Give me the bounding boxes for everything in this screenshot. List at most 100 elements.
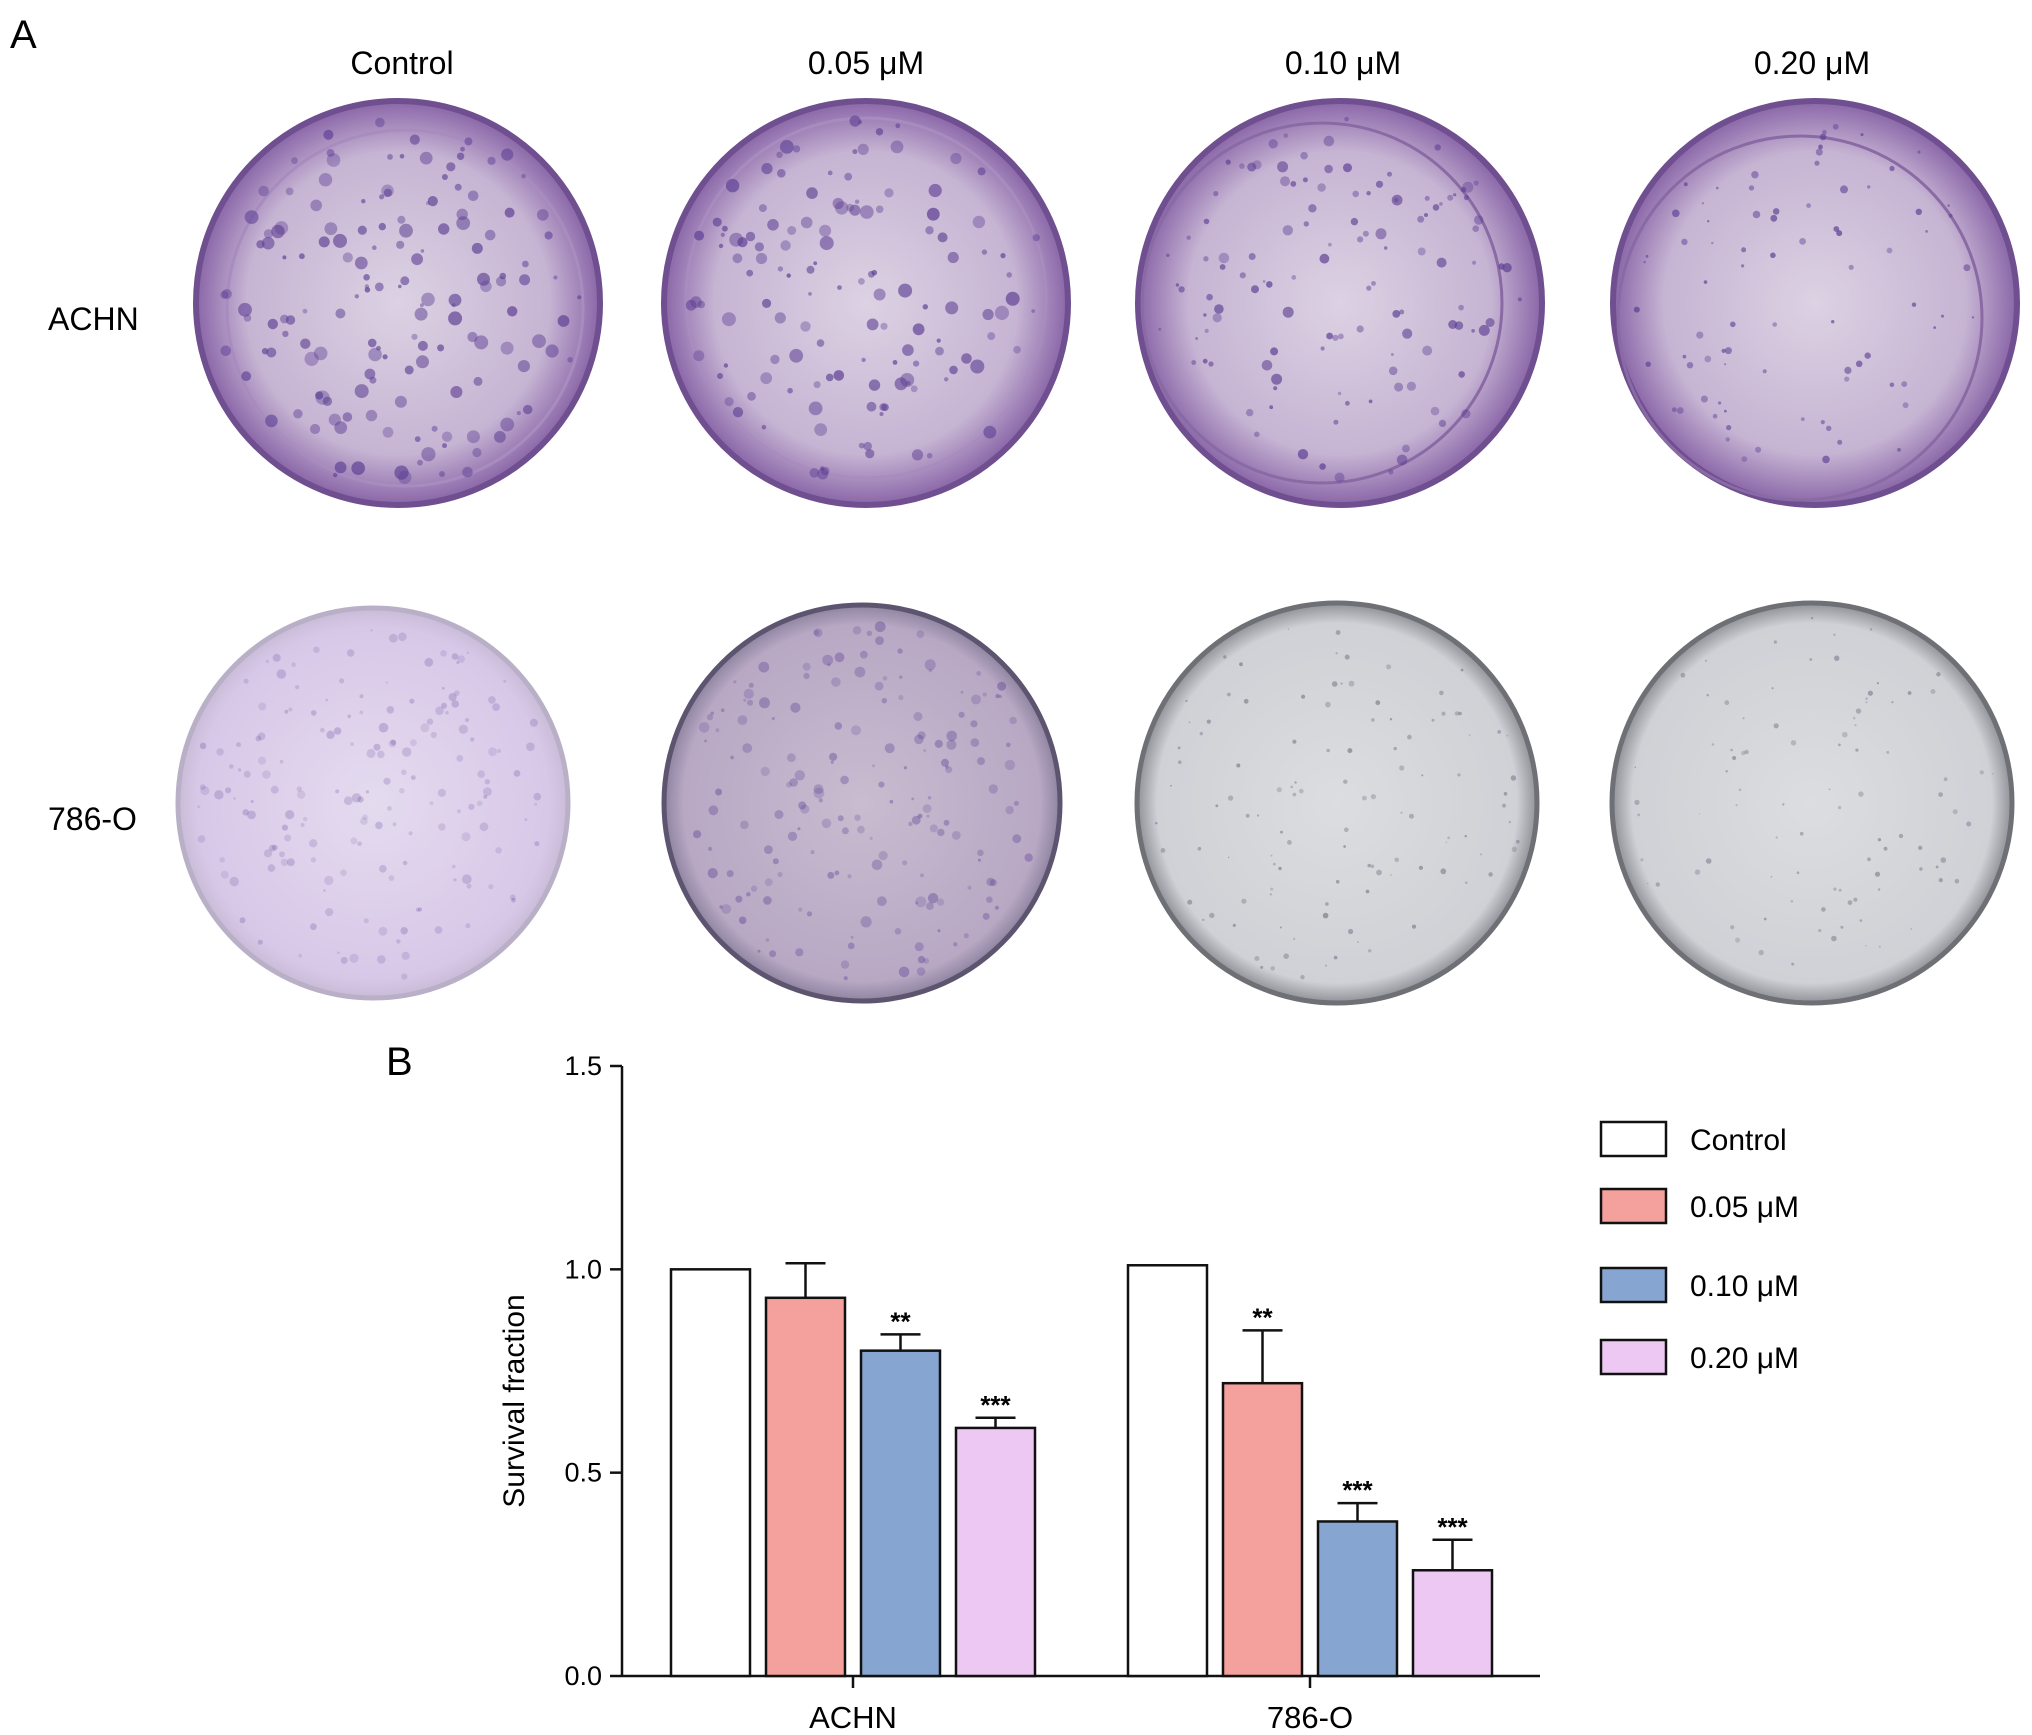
colony-dot [271, 224, 285, 239]
colony-dot [786, 781, 792, 788]
colony-dot [1424, 213, 1428, 217]
colony-dot [408, 831, 413, 836]
colony-dot [404, 365, 414, 375]
colony-dot [382, 354, 388, 360]
colony-dot [1417, 247, 1426, 256]
colony-dot [237, 768, 242, 772]
colony-dot [819, 236, 834, 251]
colony-dot [970, 359, 985, 374]
colony-dot [410, 739, 417, 747]
colony-dot [776, 151, 783, 158]
bar [669, 1268, 752, 1678]
colony-dot [464, 137, 473, 146]
colony-dot [288, 707, 293, 712]
colony-dot [302, 816, 308, 822]
colony-dot [1935, 865, 1939, 869]
colony-dot [1293, 937, 1296, 941]
colony-dot [334, 461, 347, 474]
colony-dot [396, 939, 401, 944]
colony-dot [315, 390, 330, 405]
colony-dot [1362, 230, 1369, 237]
colony-dot [334, 421, 348, 434]
colony-dot [1864, 352, 1871, 359]
colony-dot [351, 461, 366, 476]
colony-dot [972, 215, 986, 229]
colony-dot [1855, 708, 1862, 714]
colony-dot [458, 724, 468, 734]
colony-dot [1324, 164, 1333, 174]
colony-dot [1290, 785, 1294, 789]
colony-dot [1706, 694, 1709, 697]
colony-dot [368, 347, 382, 362]
colony-dot [945, 766, 953, 774]
colony-dot [1170, 784, 1172, 787]
colony-dot [411, 333, 418, 340]
colony-dot [1838, 806, 1842, 810]
colony-dot [1254, 956, 1260, 961]
colony-dot [868, 379, 881, 391]
colony-dot [529, 718, 538, 727]
colony-dot [225, 787, 232, 794]
colony-dot [378, 926, 388, 936]
colony-dot [961, 353, 972, 364]
colony-dot [827, 170, 833, 176]
colony-dot [1844, 366, 1852, 374]
colony-dot [446, 162, 456, 172]
colony-dot [250, 800, 254, 803]
colony-dot [1634, 799, 1640, 806]
colony-dot [1707, 220, 1710, 223]
colony-dot [442, 686, 445, 690]
colony-dot [1371, 718, 1375, 722]
colony-dot [923, 749, 927, 752]
colony-dot [456, 208, 468, 220]
colony-dot [1508, 820, 1512, 824]
colony-dot [721, 312, 736, 327]
colony-dot [342, 412, 353, 422]
colony-dot [1634, 766, 1637, 768]
colony-dot [787, 831, 798, 841]
colony-dot [509, 894, 516, 901]
colony-dot [284, 709, 289, 714]
colony-dot [1855, 748, 1859, 752]
colony-dot [577, 295, 582, 300]
colony-dot [401, 973, 408, 980]
colony-dot [1681, 238, 1688, 246]
colony-dot [1940, 857, 1947, 863]
colony-dot [430, 731, 437, 739]
colony-dot [997, 681, 1007, 691]
colony-dot [760, 766, 770, 777]
colony-dot [470, 737, 475, 742]
colony-dot [1694, 869, 1701, 875]
colony-dot [310, 710, 317, 716]
colony-dot [244, 210, 259, 225]
colony-dot [1502, 803, 1506, 808]
colony-dot [300, 823, 305, 827]
colony-dot [1472, 225, 1479, 232]
colony-dot [937, 828, 945, 837]
colony-dot [1917, 150, 1921, 154]
colony-dot [420, 723, 430, 733]
colony-dot [733, 680, 737, 684]
colony-dot [1348, 928, 1354, 935]
colony-dot [945, 301, 959, 315]
y-axis-title: Survival fraction [498, 1294, 531, 1507]
colony-dot [410, 775, 416, 780]
colony-dot [1818, 928, 1822, 933]
colony-dot [1741, 456, 1748, 462]
colony-dot [500, 341, 514, 355]
colony-dot [1300, 975, 1305, 980]
colony-dot [937, 929, 941, 933]
colony-dot [1279, 926, 1282, 929]
colony-dot [1213, 191, 1219, 197]
colony-dot [454, 690, 460, 696]
colony-dot [1350, 217, 1359, 226]
colony-dot [1343, 779, 1348, 784]
colony-dot [1438, 419, 1447, 427]
colony-dot [200, 786, 210, 796]
colony-dot [720, 708, 725, 712]
colony-dot [1187, 899, 1193, 905]
colony-dot [378, 222, 386, 231]
colony-dot [1915, 208, 1923, 215]
colony-dot [1834, 655, 1840, 661]
